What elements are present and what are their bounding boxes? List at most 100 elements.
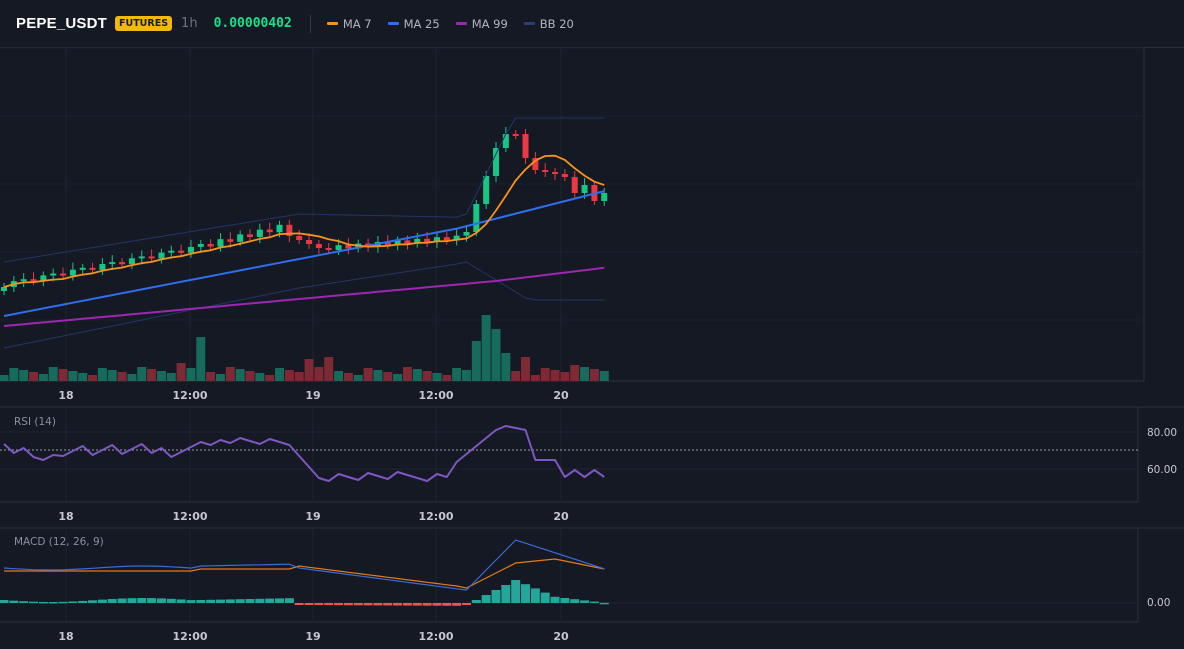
volume-bar (255, 373, 265, 381)
rsi-line (3, 425, 605, 482)
macd-histogram-bar (235, 599, 245, 603)
candle-body (99, 264, 106, 270)
volume-bar (343, 373, 353, 381)
macd-histogram-bar (452, 603, 462, 606)
candle-body (50, 273, 57, 276)
macd-histogram-bar (245, 599, 255, 603)
x-axis-tick-label: 12:00 (172, 630, 207, 643)
x-axis-tick-label: 18 (58, 389, 73, 402)
candle-body (109, 262, 116, 265)
macd-histogram-bar (137, 598, 147, 603)
candle-body (40, 275, 47, 282)
legend-ma7-label: MA 7 (342, 16, 372, 31)
timeframe-label[interactable]: 1h (181, 16, 198, 31)
volume-bar (176, 363, 186, 381)
macd-histogram-bar (521, 584, 531, 603)
header-divider (309, 14, 311, 33)
macd-line (3, 539, 605, 591)
macd-histogram-bar (29, 601, 39, 604)
volume-bar (225, 367, 235, 381)
legend-bb20[interactable]: BB 20 (523, 16, 574, 31)
macd-histogram-bar (343, 603, 353, 606)
macd-histogram-bar (481, 595, 491, 603)
volume-bar (481, 315, 491, 381)
volume-bar (442, 375, 452, 381)
volume-bar (58, 369, 68, 381)
candle-body (60, 273, 67, 276)
volume-bar (540, 368, 550, 381)
x-axis-tick-label: 19 (305, 510, 320, 523)
ma7-line (3, 154, 605, 288)
candle-body (601, 193, 608, 201)
macd-histogram-bar (432, 603, 442, 606)
volume-bar (206, 372, 216, 381)
candle-body (197, 244, 204, 247)
volume-bar (412, 369, 422, 381)
x-axis-tick-label: 20 (553, 389, 569, 402)
volume-bar (215, 374, 225, 381)
macd-histogram-bar (206, 599, 216, 603)
candle-body (453, 235, 460, 241)
ma99-line (3, 266, 605, 327)
candle-body (69, 269, 76, 276)
volume-bar (580, 367, 590, 381)
volume-bar (78, 373, 88, 381)
volume-bar (521, 357, 531, 381)
macd-histogram-bar (0, 600, 9, 603)
macd-pane (0, 539, 609, 606)
macd-histogram-bar (580, 600, 590, 603)
x-axis-tick-label: 12:00 (418, 389, 453, 402)
candle-body (79, 267, 86, 270)
legend-ma7[interactable]: MA 7 (326, 16, 372, 31)
volume-bar (471, 341, 481, 381)
candle-body (512, 134, 519, 136)
volume-bar (19, 370, 29, 381)
macd-histogram-bar (117, 598, 127, 603)
symbol-name[interactable]: PEPE_USDT (16, 15, 107, 32)
candle-body (483, 176, 490, 204)
candle-body (266, 229, 273, 233)
candle-body (571, 177, 578, 193)
volume-bar (245, 371, 255, 381)
volume-bar (452, 368, 462, 381)
candle-body (414, 238, 421, 244)
macd-histogram-bar (48, 601, 58, 604)
volume-bar (363, 368, 373, 381)
volume-bar (422, 371, 432, 381)
candle-body (404, 240, 411, 244)
macd-histogram-bar (294, 603, 304, 605)
legend-bb20-label: BB 20 (539, 16, 574, 31)
volume-bar (265, 375, 275, 381)
candle-body (148, 256, 155, 259)
macd-axis-tick: 0.00 (1147, 597, 1170, 609)
macd-histogram-bar (353, 603, 363, 606)
candle-body (542, 170, 549, 172)
macd-histogram-bar (215, 599, 225, 603)
legend-ma99[interactable]: MA 99 (455, 17, 508, 31)
volume-bar (599, 371, 609, 381)
volume-bar (461, 370, 471, 381)
candle-body (552, 172, 559, 174)
candle-body (158, 252, 165, 259)
volume-bar (107, 370, 117, 381)
volume-bar (383, 372, 393, 381)
x-axis-tick-label: 20 (553, 510, 569, 523)
macd-histogram-bar (176, 599, 186, 603)
volume-bar (166, 373, 176, 381)
candle-body (217, 239, 224, 247)
ma99-swatch-icon (455, 22, 467, 25)
legend-ma25[interactable]: MA 25 (387, 17, 440, 31)
ma25-swatch-icon (387, 22, 399, 25)
x-axis-tick-label: 12:00 (418, 510, 453, 523)
candle-body (325, 248, 332, 250)
volume-bar (147, 369, 157, 381)
macd-histogram-bar (314, 603, 324, 606)
macd-histogram-bar (393, 603, 403, 606)
volume-bar (432, 373, 442, 381)
candle-body (286, 224, 293, 236)
rsi-axis-tick: 80.00 (1147, 427, 1177, 439)
candle-body (561, 174, 568, 177)
volume-bar (0, 375, 9, 381)
macd-histogram-bar (491, 590, 501, 603)
